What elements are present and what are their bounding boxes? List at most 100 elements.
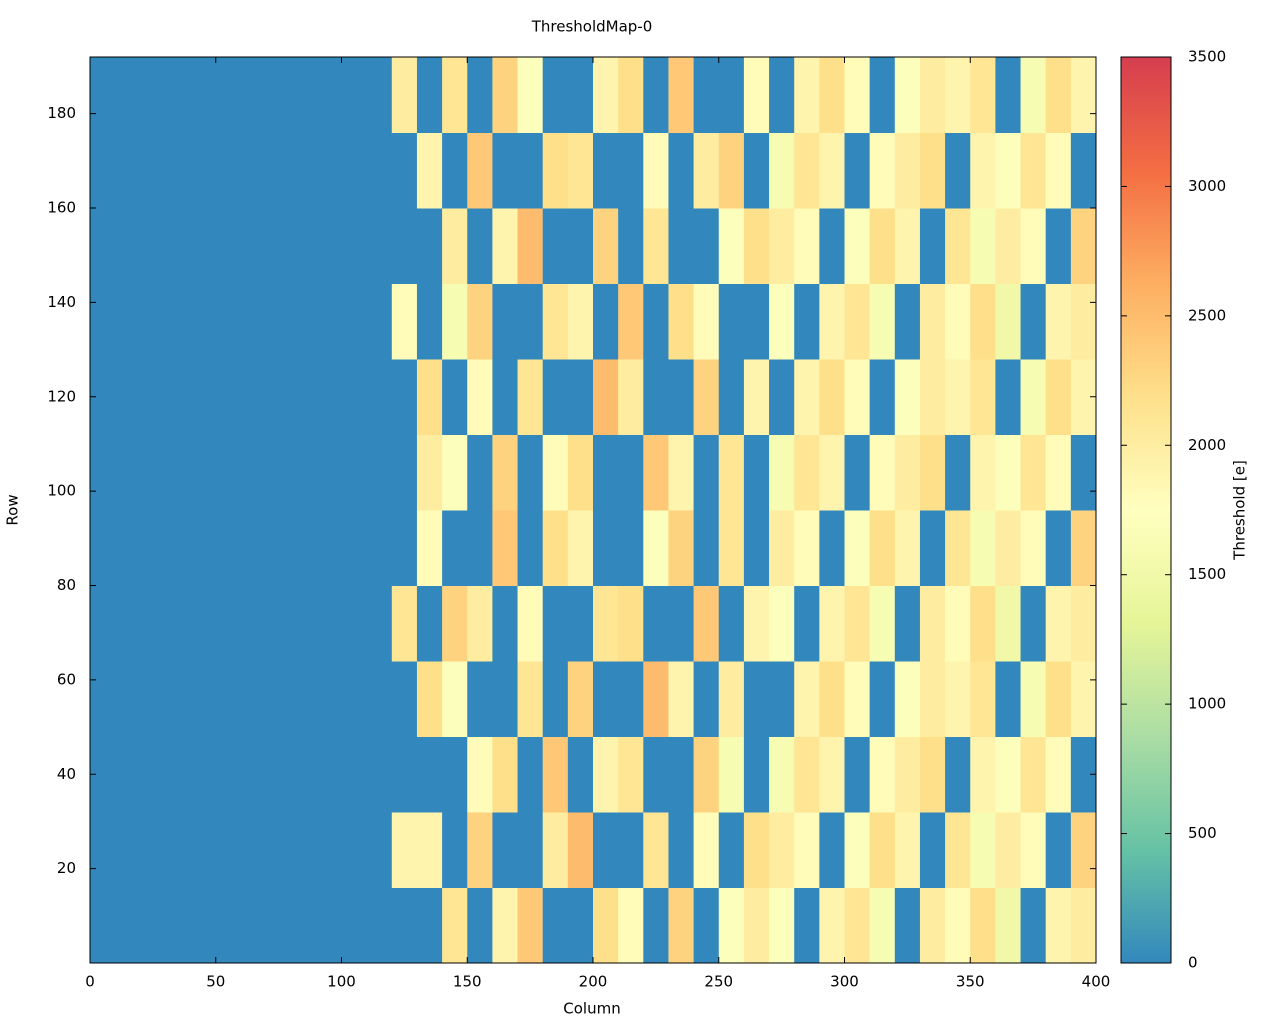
heatmap-cell — [1070, 585, 1097, 662]
colorbar-tick-label: 1500 — [1188, 565, 1226, 583]
heatmap-cell — [190, 359, 217, 435]
heatmap-cell — [341, 359, 368, 435]
heatmap-cell — [115, 57, 141, 133]
heatmap-cell — [165, 661, 192, 737]
heatmap-cell — [970, 57, 996, 133]
heatmap-cell — [743, 661, 770, 737]
heatmap-cell — [165, 132, 192, 209]
heatmap-cell — [869, 887, 896, 964]
heatmap-cell — [467, 887, 493, 964]
heatmap-cell — [416, 283, 443, 360]
heatmap-cell — [643, 661, 669, 737]
heatmap-cell — [743, 57, 770, 133]
heatmap-cell — [467, 812, 493, 888]
heatmap-cell — [567, 434, 594, 511]
heatmap-cell — [240, 132, 267, 209]
heatmap-cell — [869, 434, 896, 511]
heatmap-cell — [869, 208, 896, 284]
heatmap-cell — [995, 434, 1022, 511]
heatmap-cell — [945, 132, 971, 209]
heatmap-cell — [140, 57, 166, 133]
heatmap-cell — [542, 585, 569, 662]
heatmap-cell — [1045, 661, 1072, 737]
heatmap-cell — [165, 585, 192, 662]
heatmap-cell — [391, 812, 418, 888]
heatmap-cell — [215, 434, 242, 511]
heatmap-cell — [492, 510, 519, 586]
heatmap-cell — [1045, 585, 1072, 662]
heatmap-cell — [391, 736, 418, 813]
heatmap-cell — [593, 661, 619, 737]
heatmap-cell — [90, 434, 116, 511]
x-tick-label: 400 — [1082, 973, 1111, 991]
heatmap-cell — [769, 132, 795, 209]
heatmap-cell — [869, 57, 896, 133]
heatmap-cell — [492, 736, 519, 813]
heatmap-cell — [391, 359, 418, 435]
heatmap-cell — [442, 283, 468, 360]
heatmap-cell — [769, 57, 795, 133]
heatmap-cell — [970, 736, 996, 813]
heatmap-cell — [844, 57, 871, 133]
heatmap-cell — [1070, 57, 1097, 133]
heatmap-cell — [718, 736, 745, 813]
heatmap-cell — [919, 585, 946, 662]
heatmap-cell — [266, 208, 292, 284]
heatmap-cell — [769, 510, 795, 586]
heatmap-cell — [919, 208, 946, 284]
heatmap-cell — [567, 208, 594, 284]
heatmap-cell — [115, 283, 141, 360]
heatmap-cell — [919, 510, 946, 586]
heatmap-cell — [266, 812, 292, 888]
heatmap-cell — [593, 887, 619, 964]
heatmap-cell — [567, 661, 594, 737]
heatmap-cell — [341, 132, 368, 209]
heatmap-cell — [945, 283, 971, 360]
heatmap-cell — [140, 887, 166, 964]
heatmap-cell — [140, 359, 166, 435]
heatmap-cell — [266, 887, 292, 964]
heatmap-cell — [995, 57, 1022, 133]
heatmap-cell — [1020, 434, 1047, 511]
heatmap-cell — [291, 661, 317, 737]
heatmap-cell — [718, 661, 745, 737]
heatmap-cell — [115, 585, 141, 662]
y-tick-label: 120 — [47, 387, 76, 405]
heatmap-cell — [140, 585, 166, 662]
heatmap-cell — [467, 132, 493, 209]
heatmap-cell — [291, 57, 317, 133]
heatmap-cell — [1020, 283, 1047, 360]
colorbar-tick-label: 2500 — [1188, 306, 1226, 324]
heatmap-cell — [341, 434, 368, 511]
heatmap-cell — [115, 434, 141, 511]
heatmap-cell — [492, 434, 519, 511]
heatmap-cell — [668, 585, 695, 662]
heatmap-cell — [919, 57, 946, 133]
x-tick-label: 0 — [85, 973, 95, 991]
heatmap-cell — [190, 208, 217, 284]
heatmap-cell — [391, 132, 418, 209]
heatmap-cell — [970, 661, 996, 737]
heatmap-cell — [391, 208, 418, 284]
heatmap-cell — [743, 434, 770, 511]
heatmap-cell — [542, 359, 569, 435]
heatmap-cell — [919, 661, 946, 737]
heatmap-cell — [643, 132, 669, 209]
heatmap-cell — [1020, 208, 1047, 284]
heatmap-cell — [1020, 510, 1047, 586]
heatmap-cell — [593, 510, 619, 586]
heatmap-cell — [316, 736, 342, 813]
heatmap-cell — [743, 812, 770, 888]
heatmap-cell — [794, 887, 820, 964]
heatmap-cell — [266, 359, 292, 435]
heatmap-cell — [115, 510, 141, 586]
heatmap-cell — [567, 132, 594, 209]
x-tick-label: 150 — [453, 973, 482, 991]
heatmap-cell — [794, 661, 820, 737]
heatmap-cell — [794, 359, 820, 435]
heatmap-cell — [366, 434, 393, 511]
heatmap-cell — [316, 887, 342, 964]
heatmap-cell — [593, 208, 619, 284]
heatmap-cell — [970, 208, 996, 284]
heatmap-cell — [819, 132, 845, 209]
